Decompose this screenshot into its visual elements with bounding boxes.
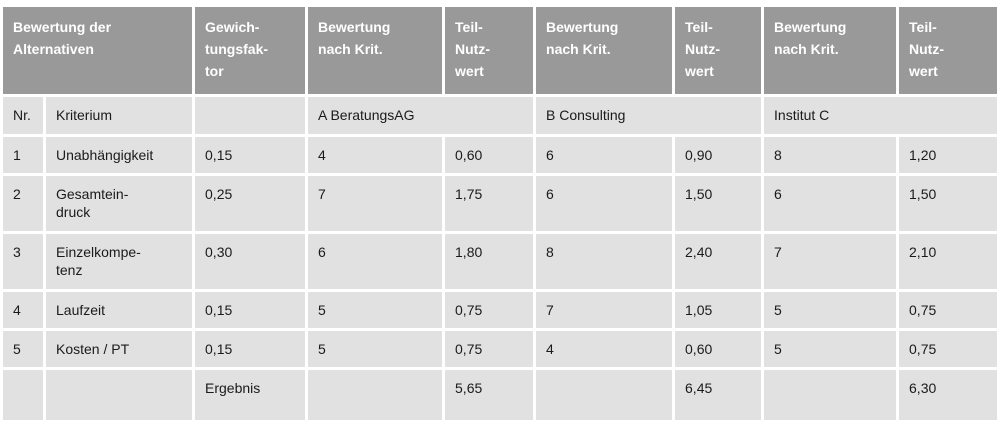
cell-rating-b: 4 — [536, 331, 673, 367]
alternative-name-b: B Consulting — [536, 97, 762, 134]
header-rating-c: Bewertung nach Krit. — [764, 7, 897, 94]
result-total-a: 5,65 — [445, 370, 534, 420]
cell-rating-a: 5 — [308, 292, 443, 328]
cell-rating-c: 5 — [764, 292, 897, 328]
table-row: 1 Unabhängigkeit 0,15 4 0,60 6 0,90 8 1,… — [3, 137, 998, 173]
cell-utility-b: 1,05 — [675, 292, 762, 328]
table-row: 2 Gesamtein- druck 0,25 7 1,75 6 1,50 6 … — [3, 176, 998, 231]
alternative-name-c: Institut C — [764, 97, 998, 134]
header-alternatives: Bewertung der Alternativen — [3, 7, 193, 94]
cell-utility-c: 0,75 — [899, 331, 998, 367]
cell-rating-c: 8 — [764, 137, 897, 173]
cell-criterion: Unabhängigkeit — [46, 137, 193, 173]
cell-rating-a: 4 — [308, 137, 443, 173]
cell-utility-c: 1,20 — [899, 137, 998, 173]
result-empty-rating-c — [764, 370, 897, 420]
header-partial-utility-c: Teil- Nutz- wert — [899, 7, 998, 94]
cell-rating-a: 5 — [308, 331, 443, 367]
table-row: 5 Kosten / PT 0,15 5 0,75 4 0,60 5 0,75 — [3, 331, 998, 367]
header-rating-b: Bewertung nach Krit. — [536, 7, 673, 94]
header-row: Bewertung der Alternativen Gewich- tungs… — [3, 7, 998, 94]
cell-utility-c: 1,50 — [899, 176, 998, 231]
header-partial-utility-b: Teil- Nutz- wert — [675, 7, 762, 94]
cell-rating-c: 6 — [764, 176, 897, 231]
header-partial-utility-a: Teil- Nutz- wert — [445, 7, 534, 94]
cell-nr: 5 — [3, 331, 43, 367]
cell-weight: 0,15 — [195, 331, 306, 367]
cell-nr: 4 — [3, 292, 43, 328]
alternative-name-a: A BeratungsAG — [308, 97, 534, 134]
cell-criterion: Gesamtein- druck — [46, 176, 193, 231]
cell-rating-b: 6 — [536, 176, 673, 231]
cell-utility-a: 0,60 — [445, 137, 534, 173]
table-row: 4 Laufzeit 0,15 5 0,75 7 1,05 5 0,75 — [3, 292, 998, 328]
cell-utility-a: 1,75 — [445, 176, 534, 231]
cell-utility-c: 2,10 — [899, 234, 998, 289]
cell-nr: 2 — [3, 176, 43, 231]
cell-criterion: Einzelkompe- tenz — [46, 234, 193, 289]
cell-criterion: Laufzeit — [46, 292, 193, 328]
result-row: Ergebnis 5,65 6,45 6,30 — [3, 370, 998, 420]
result-empty-nr — [3, 370, 43, 420]
utility-analysis-table: Bewertung der Alternativen Gewich- tungs… — [0, 4, 1000, 423]
subheader-weight-empty — [195, 97, 306, 134]
result-total-c: 6,30 — [899, 370, 998, 420]
cell-rating-c: 5 — [764, 331, 897, 367]
result-total-b: 6,45 — [675, 370, 762, 420]
cell-rating-b: 7 — [536, 292, 673, 328]
cell-utility-b: 0,60 — [675, 331, 762, 367]
cell-rating-b: 6 — [536, 137, 673, 173]
cell-weight: 0,15 — [195, 292, 306, 328]
header-weight-factor: Gewich- tungsfak- tor — [195, 7, 306, 94]
cell-rating-a: 6 — [308, 234, 443, 289]
header-rating-a: Bewertung nach Krit. — [308, 7, 443, 94]
cell-utility-b: 1,50 — [675, 176, 762, 231]
cell-weight: 0,30 — [195, 234, 306, 289]
subheader-row: Nr. Kriterium A BeratungsAG B Consulting… — [3, 97, 998, 134]
result-empty-rating-b — [536, 370, 673, 420]
cell-nr: 1 — [3, 137, 43, 173]
cell-weight: 0,25 — [195, 176, 306, 231]
cell-criterion: Kosten / PT — [46, 331, 193, 367]
cell-utility-a: 0,75 — [445, 331, 534, 367]
cell-utility-c: 0,75 — [899, 292, 998, 328]
result-empty-rating-a — [308, 370, 443, 420]
cell-rating-b: 8 — [536, 234, 673, 289]
table-row: 3 Einzelkompe- tenz 0,30 6 1,80 8 2,40 7… — [3, 234, 998, 289]
subheader-criterion: Kriterium — [46, 97, 193, 134]
cell-utility-b: 0,90 — [675, 137, 762, 173]
cell-rating-a: 7 — [308, 176, 443, 231]
cell-weight: 0,15 — [195, 137, 306, 173]
cell-utility-b: 2,40 — [675, 234, 762, 289]
subheader-nr: Nr. — [3, 97, 43, 134]
result-label: Ergebnis — [195, 370, 306, 420]
cell-rating-c: 7 — [764, 234, 897, 289]
result-empty-criterion — [46, 370, 193, 420]
cell-utility-a: 0,75 — [445, 292, 534, 328]
cell-nr: 3 — [3, 234, 43, 289]
cell-utility-a: 1,80 — [445, 234, 534, 289]
